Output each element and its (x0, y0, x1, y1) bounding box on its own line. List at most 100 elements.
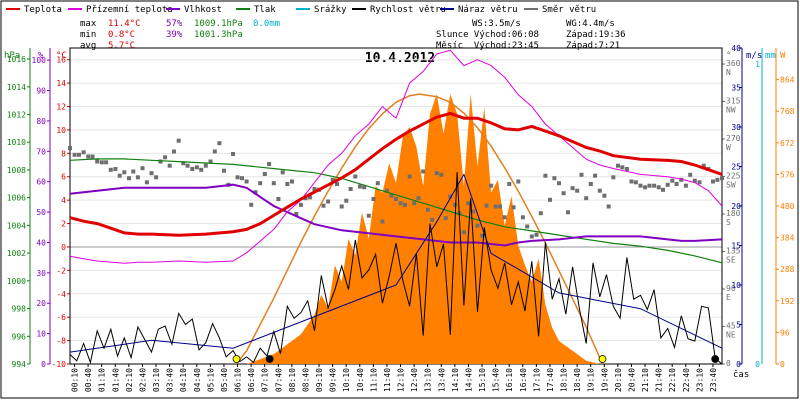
stat-avg-temp: 5.7°C (108, 41, 135, 51)
wind-direction-point (461, 230, 466, 235)
wind-direction-point (149, 171, 154, 176)
stat-moon-set: Západ:7:21 (566, 41, 620, 51)
time-tick-label: 01:10 (98, 368, 107, 392)
time-tick-label: 11:40 (383, 368, 392, 392)
time-tick-label: 19:10 (587, 368, 596, 392)
wind-direction-point (480, 233, 485, 238)
time-tick-label: 16:40 (519, 368, 528, 392)
wind-direction-point (231, 152, 235, 156)
wind-direction-point (552, 176, 557, 181)
time-axis: 00:10 00:40 01:10 01:40 02:10 02:40 03:10 03:40… (71, 364, 718, 392)
w-tick-label: 384 (780, 234, 795, 243)
wind-direction-point (466, 201, 471, 206)
wind-direction-point (140, 166, 145, 171)
wind-direction-point (516, 179, 521, 184)
wind-direction-point (235, 175, 240, 180)
hpa-tick-label: 1000 (7, 277, 26, 286)
w-tick-label: 864 (780, 76, 795, 85)
wind-direction-point (389, 193, 394, 198)
time-tick-label: 23:10 (695, 368, 704, 392)
w-tick-label: 768 (780, 107, 795, 116)
wind-direction-point (113, 167, 118, 171)
wind-direction-point (362, 185, 367, 190)
wind-direction-point (68, 146, 72, 151)
time-tick-label: 16:10 (505, 368, 514, 392)
deg-tick-label: 135 (726, 247, 741, 256)
wind-direction-point (276, 197, 281, 201)
wind-direction-point (86, 154, 91, 159)
time-tick-label: 06:10 (234, 368, 243, 392)
wind-direction-point (470, 209, 475, 214)
time-tick-label: 12:10 (397, 368, 406, 392)
ms-tick-label: 15 (731, 242, 741, 251)
solar-measured-area (246, 94, 600, 364)
wind-direction-point (498, 204, 502, 209)
time-tick-label: 13:40 (437, 368, 446, 392)
hum-tick-label: 10 (36, 330, 46, 339)
time-tick-label: 08:40 (301, 368, 310, 392)
time-tick-label: 09:10 (315, 368, 324, 392)
time-tick-label: 17:10 (532, 368, 541, 392)
deg-dir-label: N (726, 68, 731, 77)
temp-tick-label: 4 (61, 196, 66, 205)
deg-tick-label: 315 (726, 97, 741, 106)
hum-tick-label: 80 (36, 117, 46, 126)
time-tick-label: 18:40 (573, 368, 582, 392)
wind-direction-point (633, 180, 638, 185)
hpa-tick-label: 1012 (7, 111, 26, 120)
wind-direction-point (434, 171, 439, 176)
mm-tick-label: 0 (755, 360, 760, 369)
hum-tick-label: 40 (36, 238, 46, 247)
wind-direction-point (502, 215, 507, 220)
wind-direction-point (566, 210, 570, 215)
wind-direction-point (131, 169, 136, 174)
stat-max-temp: 11.4°C (108, 19, 141, 29)
stat-sun-rise: Slunce Východ:06:08 (436, 30, 539, 40)
wind-direction-point (403, 202, 407, 207)
wind-direction-point (267, 162, 272, 166)
wind-direction-point (99, 160, 104, 165)
time-tick-label: 05:40 (220, 368, 229, 392)
wind-direction-point (715, 177, 720, 182)
wind-direction-point (439, 172, 444, 177)
x-axis-label: čas (733, 369, 749, 380)
time-tick-label: 22:40 (682, 368, 691, 392)
wind-direction-point (430, 217, 435, 222)
hpa-axis-label: hPa (4, 51, 20, 61)
wind-direction-point (624, 167, 629, 171)
ms-tick-label: 20 (731, 202, 741, 211)
wind-direction-point (584, 196, 589, 201)
wind-direction-point (194, 165, 199, 170)
wind-direction-point (158, 159, 163, 164)
wind-direction-point (312, 187, 317, 191)
time-tick-label: 02:10 (125, 368, 134, 392)
hpa-tick-label: 1008 (7, 166, 26, 175)
wind-direction-point (520, 215, 525, 220)
stat-max-label: max (80, 19, 97, 29)
wind-direction-point (163, 155, 168, 160)
wind-direction-point (190, 167, 195, 171)
wind-direction-point (489, 183, 494, 188)
temp-tick-label: 0 (61, 243, 66, 252)
stat-max-press: 1009.1hPa (194, 19, 243, 29)
pressure-line (69, 158, 723, 264)
wind-direction-point (692, 178, 697, 183)
w-tick-label: 288 (780, 265, 795, 274)
deg-dir-label: NE (726, 331, 736, 340)
wind-direction-point (217, 141, 222, 146)
wind-gust-line (69, 173, 723, 353)
wind-direction-point (548, 197, 552, 202)
wind-direction-point (561, 191, 566, 196)
wind-direction-point (511, 205, 516, 210)
wind-direction-point (665, 182, 670, 187)
wind-direction-point (108, 167, 113, 172)
legend-label-1: Přízemní teplota (86, 5, 173, 15)
deg-tick-label: 90 (726, 284, 736, 293)
deg-dir-label: SW (726, 181, 736, 190)
time-tick-label: 20:40 (627, 368, 636, 392)
wind-direction-point (208, 159, 213, 164)
wind-direction-point (104, 160, 109, 165)
stat-sun-set: Západ:19:36 (566, 30, 626, 40)
wind-direction-point (597, 188, 602, 193)
